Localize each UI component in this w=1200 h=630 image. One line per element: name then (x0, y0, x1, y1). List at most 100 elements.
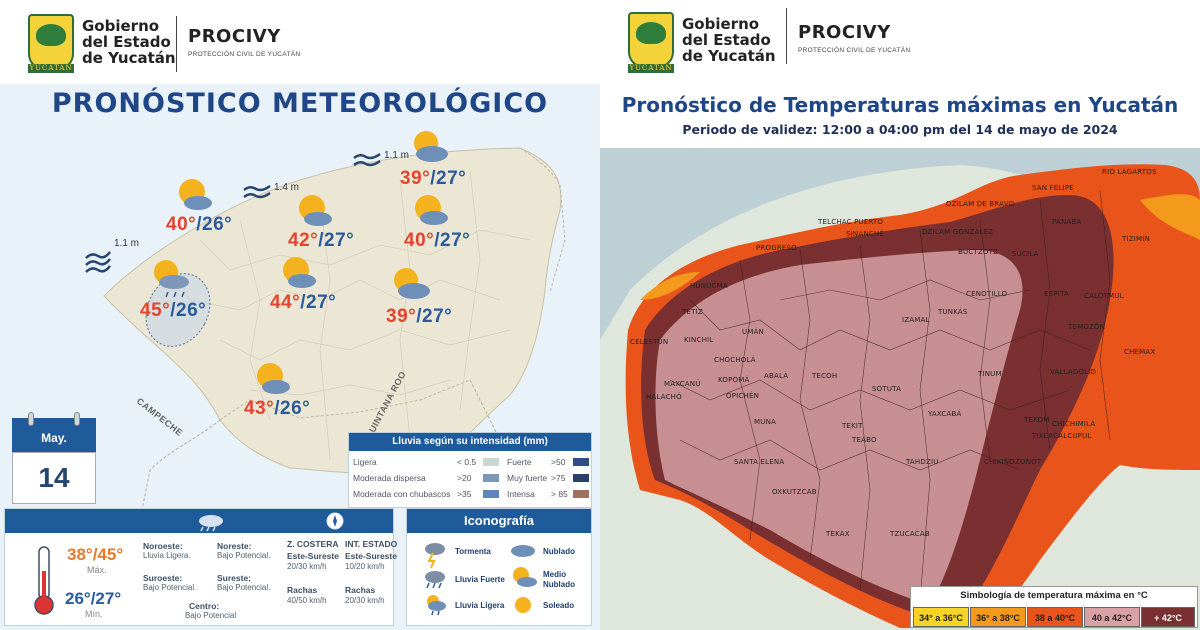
municipality-label: CELESTÚN (630, 338, 669, 346)
region-value: Bajo Potencial. (217, 551, 271, 560)
logo-band: YUCATÁN (628, 64, 674, 73)
government-name: Gobierno del Estado de Yucatán (682, 16, 776, 64)
rain-legend-swatch (483, 458, 499, 466)
municipality-label: CENOTILLO (966, 290, 1008, 298)
municipality-label: SAN FELIPE (1032, 184, 1074, 192)
storm-icon (425, 543, 445, 569)
station-temp: 45°/26° (140, 300, 207, 321)
inland-gust-value: 20/30 km/h (345, 596, 385, 605)
municipality-label: TEKOM (1024, 416, 1050, 424)
municipality-label: TINUM (978, 370, 1002, 378)
temperature-title: Pronóstico de Temperaturas máximas en Yu… (621, 93, 1179, 117)
municipality-label: TIZIMIN (1122, 235, 1150, 243)
rain-legend-value: < 0.5 (457, 457, 477, 467)
rain-legend-label: Moderada dispersa (353, 473, 426, 483)
rain-legend-swatch (573, 474, 589, 482)
rain-legend-value: >20 (457, 473, 472, 483)
coastal-gust-value: 40/50 km/h (287, 596, 327, 605)
municipality-label: TECOH (812, 372, 838, 380)
gov-line-3: de Yucatán (82, 49, 176, 67)
municipality-label: TEABO (852, 436, 877, 444)
thermometer-icon (34, 546, 54, 615)
municipality-label: TAHDZIU (906, 458, 939, 466)
municipality-label: RIO LAGARTOS (1102, 168, 1157, 176)
municipality-label: SUCILA (1012, 250, 1039, 258)
procivy-subtitle: PROTECCIÓN CIVIL DE YUCATÁN (798, 47, 911, 54)
municipality-label: SOTUTA (872, 385, 902, 393)
rain-legend-value: > 85 (551, 489, 568, 499)
inland-gust-label: Rachas (345, 585, 376, 595)
iconography-icons (425, 543, 537, 616)
municipality-label: YAXCABÁ (928, 410, 962, 418)
legend-swatch-42-plus: + 42°C (1141, 607, 1195, 627)
cloudy-icon (511, 545, 535, 557)
municipality-label: KINCHIL (684, 336, 714, 344)
municipality-label: UMÁN (742, 328, 764, 336)
legend-swatch-34-36: 34° a 36°C (913, 607, 969, 627)
municipality-label: TEKIT (842, 422, 863, 430)
station-temp: 44°/27° (270, 292, 337, 313)
gov-line-1: Gobierno (82, 17, 160, 35)
region-name: Sureste: (217, 573, 252, 583)
icon-label-cloudy: Nublado (543, 547, 575, 556)
municipality-label: DZILAM DE BRAVO (946, 200, 1015, 208)
header-divider (786, 8, 787, 64)
region-value: Bajo Potencial. (143, 583, 197, 592)
municipality-label: CHICHIMILÁ (1052, 420, 1096, 428)
station-temp: 39°/27° (400, 168, 467, 189)
iconography-title: Iconografía (407, 509, 591, 533)
temperature-panel: YUCATÁN Gobierno del Estado de Yucatán P… (600, 0, 1200, 630)
header: YUCATÁN Gobierno del Estado de Yucatán P… (0, 0, 600, 84)
municipality-label: CHIKINDZONOT (984, 458, 1042, 466)
rain-cloud-icon (199, 515, 223, 532)
rain-legend-label: Intensa (507, 489, 535, 499)
header: YUCATÁN Gobierno del Estado de Yucatán P… (600, 0, 1200, 84)
icon-label-storm: Tormenta (455, 547, 491, 556)
coastal-wind-speed: 20/30 km/h (287, 562, 327, 571)
rain-legend-header: Lluvia según su intensidad (mm) (349, 433, 591, 451)
calendar-month: May. (12, 418, 96, 452)
municipality-label: TIXCACALCUPUL (1032, 432, 1092, 440)
station-temp: 42°/27° (288, 230, 355, 251)
municipality-label: OXKUTZCAB (772, 488, 817, 496)
municipality-label: CALOTMUL (1084, 292, 1124, 300)
legend-swatch-36-38: 36° a 38°C (970, 607, 1026, 627)
region-value: Bajo Potencial. (217, 583, 271, 592)
rain-legend-swatch (573, 458, 589, 466)
wave-height-label: 1.4 m (274, 182, 300, 193)
station-temp: 40°/26° (166, 214, 233, 235)
rain-legend-swatch (483, 474, 499, 482)
rain-legend-swatch (573, 490, 589, 498)
rain-legend-label: Fuerte (507, 457, 532, 467)
iconography-legend: Iconografía Tormenta Nublado Lluvia Fuer… (406, 508, 592, 626)
procivy-logo: PROCIVY (798, 22, 891, 43)
state-logo (628, 12, 674, 68)
municipality-label: TUNKÁS (938, 308, 968, 316)
min-temp-range: 26°/27° (65, 589, 122, 608)
forecast-title: PRONÓSTICO METEOROLÓGICO (51, 88, 549, 119)
temperature-map (600, 148, 1200, 630)
municipality-label: TZUCACAB (890, 530, 930, 538)
gov-line-3: de Yucatán (682, 47, 776, 65)
municipality-label: ESPITA (1044, 290, 1069, 298)
sunny-icon (515, 597, 531, 613)
municipality-label: TELCHAC PUERTO (818, 218, 884, 226)
calendar-date: May. 14 (12, 412, 96, 504)
municipality-label: TETIZ (682, 308, 703, 316)
region-value: Lluvia Ligera. (143, 551, 191, 560)
icon-label-light-rain: Lluvia Ligera (455, 601, 505, 610)
municipality-label: SINANCHÉ (846, 230, 884, 238)
wave-height-label: 1.1 m (384, 150, 410, 161)
calendar-day: 14 (12, 452, 96, 504)
procivy-subtitle: PROTECCIÓN CIVIL DE YUCATÁN (188, 51, 301, 58)
municipality-label: BUCTZOTZ (958, 248, 999, 256)
heavy-rain-icon (425, 571, 445, 589)
rain-legend-value: >50 (551, 457, 566, 467)
rain-legend-title: Lluvia según su intensidad (392, 436, 521, 447)
region-name: Noroeste: (143, 541, 183, 551)
temperature-legend-title: Simbología de temperatura máxima en °C (960, 590, 1148, 601)
validity-period: Periodo de validez: 12:00 a 04:00 pm del… (682, 122, 1118, 137)
gov-line-1: Gobierno (682, 15, 760, 33)
government-name: Gobierno del Estado de Yucatán (82, 18, 176, 66)
header-divider (176, 16, 177, 72)
